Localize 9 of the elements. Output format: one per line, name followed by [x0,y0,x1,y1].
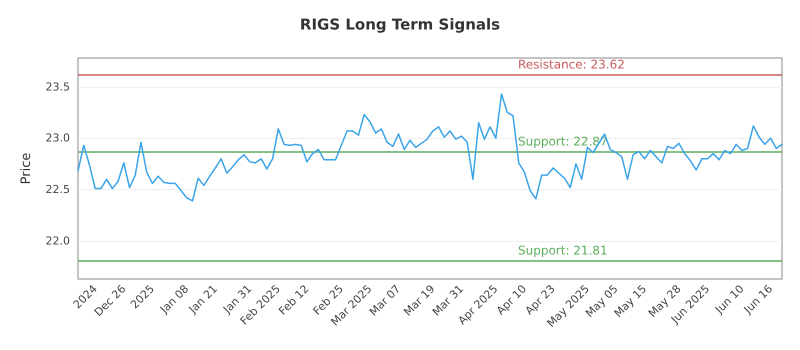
y-tick-label: 22.0 [46,234,70,248]
y-tick-label: 23.5 [46,80,70,94]
ref-line-label: Resistance: 23.62 [518,57,625,72]
y-tick-label: 22.5 [46,183,70,196]
y-tick-label: 23.0 [46,132,70,145]
y-axis-title: Price [19,152,34,184]
chart-title: RIGS Long Term Signals [300,16,500,34]
ref-line-label: Support: 21.81 [518,244,608,258]
line-series [77,93,783,202]
